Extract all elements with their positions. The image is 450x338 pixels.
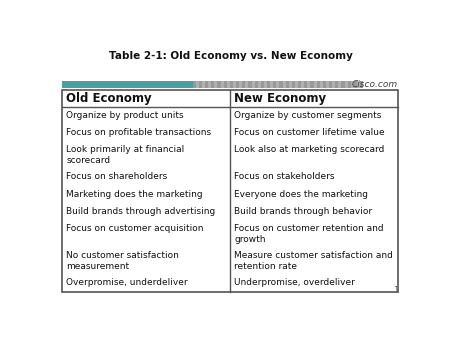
Bar	[354, 80, 357, 88]
Text: Everyone does the marketing: Everyone does the marketing	[234, 190, 368, 199]
Bar	[342, 80, 345, 88]
Bar	[267, 80, 270, 88]
Text: No customer satisfaction
measurement: No customer satisfaction measurement	[66, 251, 179, 271]
Text: Underpromise, overdeliver: Underpromise, overdeliver	[234, 278, 355, 287]
Text: Table 2-1: Old Economy vs. New Economy: Table 2-1: Old Economy vs. New Economy	[109, 51, 352, 61]
Bar	[304, 80, 307, 88]
Bar	[248, 80, 252, 88]
Text: New Economy: New Economy	[234, 92, 326, 105]
Text: Overpromise, underdeliver: Overpromise, underdeliver	[66, 278, 188, 287]
Text: Focus on profitable transactions: Focus on profitable transactions	[66, 128, 211, 137]
Text: Look also at marketing scorecard: Look also at marketing scorecard	[234, 145, 384, 154]
Bar	[273, 80, 276, 88]
Bar	[63, 80, 193, 88]
Bar	[279, 80, 283, 88]
Bar	[242, 80, 245, 88]
Bar	[360, 80, 363, 88]
Text: Look primarily at financial
scorecard: Look primarily at financial scorecard	[66, 145, 184, 165]
Bar	[193, 80, 362, 88]
Bar	[348, 80, 351, 88]
Text: Old Economy: Old Economy	[66, 92, 152, 105]
Bar	[323, 80, 326, 88]
Text: Cisco.com: Cisco.com	[352, 80, 398, 89]
Bar	[193, 80, 196, 88]
Bar	[224, 80, 227, 88]
Bar	[230, 80, 233, 88]
Bar	[310, 80, 314, 88]
Bar	[329, 80, 332, 88]
Bar	[298, 80, 301, 88]
Bar	[317, 80, 320, 88]
Text: Focus on shareholders: Focus on shareholders	[66, 172, 167, 182]
Bar	[292, 80, 295, 88]
Bar	[255, 80, 258, 88]
Text: Focus on stakeholders: Focus on stakeholders	[234, 172, 335, 182]
Text: Focus on customer retention and
growth: Focus on customer retention and growth	[234, 224, 384, 244]
Bar	[261, 80, 264, 88]
FancyBboxPatch shape	[63, 90, 398, 292]
Text: Focus on customer acquisition: Focus on customer acquisition	[66, 224, 204, 233]
Text: Build brands through advertising: Build brands through advertising	[66, 207, 216, 216]
Bar	[217, 80, 220, 88]
Text: Measure customer satisfaction and
retention rate: Measure customer satisfaction and retent…	[234, 251, 393, 271]
Bar	[236, 80, 239, 88]
Bar	[211, 80, 214, 88]
Bar	[335, 80, 338, 88]
Bar	[199, 80, 202, 88]
Text: Marketing does the marketing: Marketing does the marketing	[66, 190, 203, 199]
Text: 1: 1	[393, 286, 398, 295]
Text: Organize by product units: Organize by product units	[66, 111, 184, 120]
Bar	[286, 80, 289, 88]
Bar	[205, 80, 208, 88]
Text: Build brands through behavior: Build brands through behavior	[234, 207, 372, 216]
Text: Organize by customer segments: Organize by customer segments	[234, 111, 382, 120]
Text: Focus on customer lifetime value: Focus on customer lifetime value	[234, 128, 385, 137]
